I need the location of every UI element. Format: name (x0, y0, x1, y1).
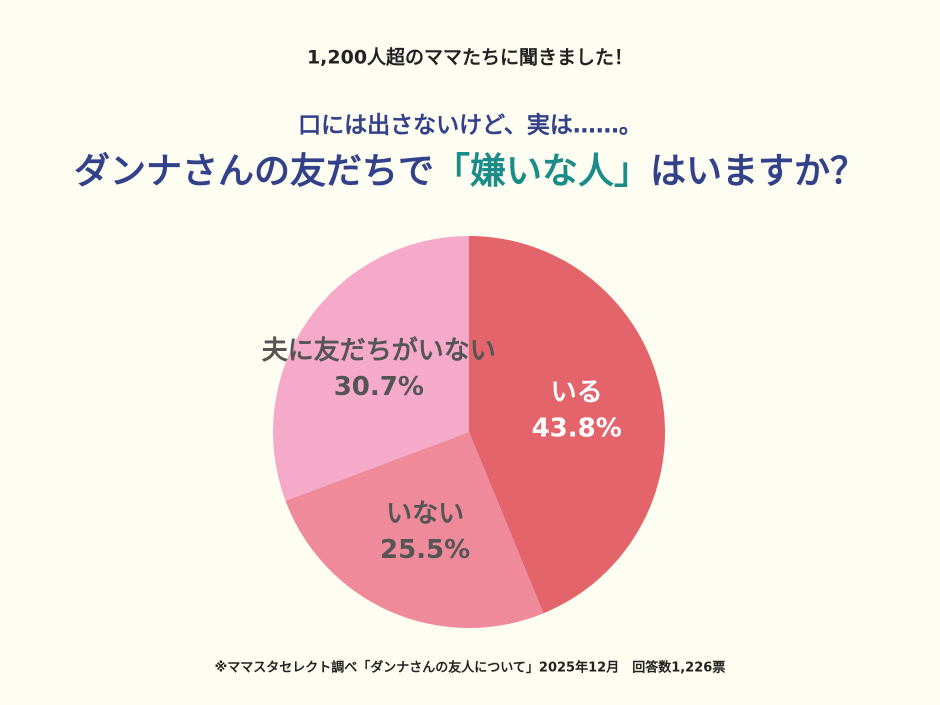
value-label: 25.5% (380, 535, 470, 565)
title-part: はいますか？ (650, 151, 866, 192)
subtitle: 口には出さないけど、実は……。 (298, 112, 642, 139)
title-part: 「嫌いな人」 (434, 151, 650, 192)
pie-slice (285, 432, 544, 628)
chart-title: ダンナさんの友だちで「嫌いな人」はいますか？ (74, 151, 866, 192)
slice-label: いる (551, 377, 603, 407)
pie-slice (469, 236, 665, 614)
value-label: 30.7% (334, 372, 424, 402)
pie: いる 43.8% いない 25.5% 夫に友だちがいない 30.7% (262, 236, 665, 628)
slice-label: 夫に友だちがいない (262, 335, 496, 366)
pie-slice (273, 236, 469, 501)
slice-label: いない (386, 499, 464, 529)
source-note: ※ママスタセレクト調べ「ダンナさんの友人について」2025年12月 回答数1,2… (215, 660, 726, 676)
kicker: 1,200人超のママたちに聞きました！ (307, 46, 633, 69)
title-part: ダンナさんの友だちで (74, 151, 434, 192)
value-label: 43.8% (532, 413, 622, 443)
